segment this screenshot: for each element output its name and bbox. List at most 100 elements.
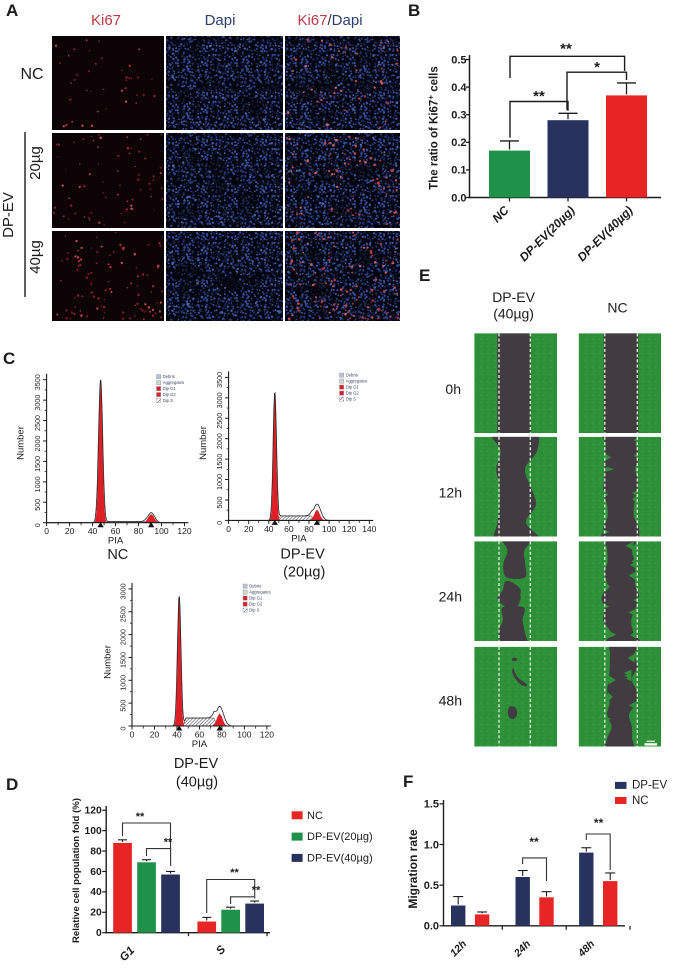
svg-text:Debris: Debris: [346, 372, 358, 377]
svg-text:Dip S: Dip S: [346, 396, 356, 401]
svg-text:B: B: [408, 1, 420, 20]
svg-text:Dip G2: Dip G2: [346, 390, 360, 395]
svg-text:0.1: 0.1: [451, 165, 466, 177]
svg-text:Debris: Debris: [249, 583, 261, 588]
svg-text:20: 20: [65, 526, 75, 536]
svg-text:0: 0: [215, 521, 224, 525]
svg-text:Debris: Debris: [163, 374, 175, 379]
svg-text:Number: Number: [103, 645, 114, 679]
svg-text:80: 80: [134, 526, 144, 536]
svg-text:20: 20: [90, 908, 102, 919]
svg-text:D: D: [6, 775, 18, 794]
svg-text:40: 40: [88, 526, 98, 536]
svg-text:1000: 1000: [119, 675, 128, 691]
svg-text:**: **: [533, 88, 545, 105]
svg-text:(40µg): (40µg): [493, 306, 534, 322]
svg-text:0.2: 0.2: [451, 137, 466, 149]
svg-text:**: **: [136, 811, 145, 823]
svg-text:1500: 1500: [215, 454, 224, 470]
svg-text:40: 40: [90, 887, 102, 898]
svg-text:48h: 48h: [439, 693, 462, 709]
svg-text:0: 0: [44, 526, 49, 536]
svg-text:NC: NC: [20, 66, 43, 83]
svg-text:PIA: PIA: [108, 536, 124, 547]
svg-text:DP-EV(20µg): DP-EV(20µg): [307, 831, 373, 843]
svg-text:Ki67/Dapi: Ki67/Dapi: [297, 12, 362, 29]
svg-text:E: E: [419, 266, 430, 285]
svg-text:DP-EV: DP-EV: [280, 547, 325, 563]
svg-text:PIA: PIA: [291, 533, 307, 544]
svg-text:1.0: 1.0: [424, 839, 439, 851]
svg-text:60: 60: [90, 867, 102, 878]
svg-text:Ki67: Ki67: [91, 12, 121, 29]
svg-text:40: 40: [172, 730, 182, 740]
svg-text:1500: 1500: [119, 652, 128, 668]
svg-text:DP-EV: DP-EV: [492, 289, 535, 305]
svg-text:3000: 3000: [119, 583, 128, 599]
svg-text:20: 20: [150, 730, 160, 740]
svg-text:2000: 2000: [119, 629, 128, 645]
svg-text:500: 500: [215, 496, 224, 508]
svg-text:20µg: 20µg: [27, 146, 44, 180]
svg-text:80: 80: [304, 524, 314, 534]
svg-text:0.5: 0.5: [424, 880, 439, 892]
svg-text:3000: 3000: [33, 395, 42, 411]
svg-text:0.4: 0.4: [451, 82, 467, 94]
svg-text:100: 100: [237, 730, 251, 740]
svg-text:60: 60: [111, 526, 121, 536]
svg-text:3000: 3000: [215, 392, 224, 408]
svg-text:80: 80: [217, 730, 227, 740]
svg-text:100: 100: [85, 826, 102, 837]
svg-text:NC: NC: [607, 300, 627, 316]
svg-text:40: 40: [264, 524, 274, 534]
svg-text:Dip G1: Dip G1: [346, 384, 360, 389]
svg-text:**: **: [529, 835, 539, 849]
svg-text:PIA: PIA: [192, 739, 208, 750]
svg-text:*: *: [594, 59, 600, 76]
svg-text:0.0: 0.0: [451, 192, 466, 204]
svg-text:**: **: [164, 837, 173, 849]
svg-text:A: A: [6, 1, 18, 20]
svg-text:Aggregates: Aggregates: [346, 378, 367, 383]
svg-text:140: 140: [362, 524, 376, 534]
svg-text:20: 20: [244, 524, 254, 534]
svg-text:0.3: 0.3: [451, 110, 466, 122]
svg-text:Dip G1: Dip G1: [163, 386, 177, 391]
svg-text:DP-EV(40µg): DP-EV(40µg): [307, 852, 373, 864]
svg-text:0.5: 0.5: [451, 54, 466, 66]
svg-text:0: 0: [130, 730, 135, 740]
svg-text:120: 120: [85, 806, 102, 817]
svg-text:1500: 1500: [33, 456, 42, 472]
svg-text:Dip G2: Dip G2: [249, 601, 263, 606]
svg-text:60: 60: [195, 730, 205, 740]
svg-text:2000: 2000: [33, 435, 42, 451]
svg-text:1000: 1000: [215, 474, 224, 490]
svg-text:80: 80: [90, 846, 102, 857]
svg-text:Dapi: Dapi: [205, 12, 236, 29]
svg-text:Dip G1: Dip G1: [249, 595, 263, 600]
svg-text:2500: 2500: [215, 413, 224, 429]
svg-text:The ratio of Ki67+ cells: The ratio of Ki67+ cells: [427, 66, 441, 190]
svg-text:0: 0: [119, 727, 128, 731]
svg-text:2500: 2500: [119, 606, 128, 622]
svg-text:Number: Number: [198, 426, 209, 460]
svg-text:**: **: [560, 41, 572, 58]
svg-text:12h: 12h: [439, 485, 462, 501]
svg-text:Number: Number: [16, 426, 27, 460]
svg-text:0: 0: [96, 928, 102, 939]
svg-text:40µg: 40µg: [27, 240, 44, 274]
svg-text:Dip S: Dip S: [163, 398, 173, 403]
svg-text:DP-EV: DP-EV: [0, 192, 17, 238]
svg-text:(40µg): (40µg): [176, 775, 218, 791]
svg-text:100: 100: [322, 524, 336, 534]
svg-text:120: 120: [342, 524, 356, 534]
svg-text:3500: 3500: [215, 372, 224, 388]
svg-text:120: 120: [260, 730, 274, 740]
svg-text:**: **: [594, 816, 604, 830]
svg-text:Dip S: Dip S: [249, 607, 259, 612]
svg-text:0h: 0h: [445, 381, 461, 397]
svg-text:500: 500: [119, 700, 128, 712]
svg-text:0: 0: [226, 524, 231, 534]
svg-text:**: **: [230, 867, 239, 879]
svg-text:F: F: [403, 772, 413, 791]
